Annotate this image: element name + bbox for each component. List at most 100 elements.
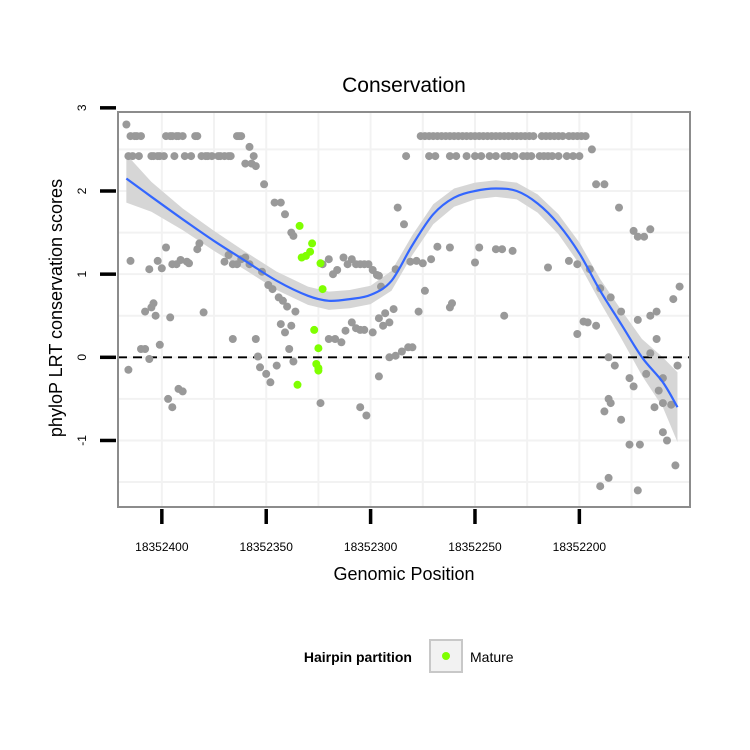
data-point <box>554 152 563 161</box>
data-point <box>431 152 440 161</box>
plot-panel <box>117 111 691 508</box>
data-point <box>646 225 655 234</box>
mature-data-point <box>318 285 327 294</box>
data-point <box>364 260 373 269</box>
plot-panel-border <box>117 111 691 508</box>
mature-data-point <box>306 247 315 256</box>
data-point <box>251 162 260 171</box>
y-tick-label: 3 <box>75 104 89 111</box>
data-point <box>368 328 377 337</box>
data-point <box>347 318 356 327</box>
data-point <box>640 232 649 241</box>
mature-data-point <box>314 366 323 375</box>
data-point <box>573 330 582 338</box>
data-point <box>151 311 160 320</box>
data-point <box>445 152 454 161</box>
data-point <box>606 293 615 302</box>
data-point <box>276 198 285 207</box>
data-point <box>400 220 408 229</box>
data-point <box>625 440 634 449</box>
data-point <box>324 255 333 264</box>
data-point <box>397 347 406 356</box>
legend-label-mature: Mature <box>470 649 514 665</box>
data-point <box>268 285 277 294</box>
data-point <box>195 239 204 248</box>
data-point <box>500 311 509 320</box>
data-point <box>122 120 131 129</box>
mature-data-point <box>308 239 317 248</box>
data-point <box>374 271 383 280</box>
x-tick-label: 18352400 <box>135 540 189 554</box>
data-point <box>276 320 285 329</box>
data-point <box>558 132 567 141</box>
data-point <box>433 242 442 251</box>
chart-title: Conservation <box>342 74 466 97</box>
data-point <box>262 369 271 378</box>
data-point <box>646 349 655 358</box>
grid-lines <box>118 112 690 507</box>
data-point <box>485 152 494 161</box>
data-point <box>324 335 333 343</box>
data-point <box>671 461 680 470</box>
data-point <box>491 152 500 161</box>
data-point <box>237 132 246 141</box>
data-point <box>126 256 135 265</box>
data-point <box>418 259 427 268</box>
mature-data-point <box>314 344 323 353</box>
data-point <box>339 253 348 262</box>
data-point <box>176 256 185 264</box>
data-point <box>381 309 390 318</box>
data-point <box>646 311 655 320</box>
data-point <box>391 351 400 360</box>
data-point <box>337 338 346 347</box>
data-point <box>266 378 275 387</box>
data-point <box>475 243 484 252</box>
data-point <box>548 152 557 161</box>
data-point <box>402 152 411 161</box>
data-point <box>289 357 298 366</box>
y-axis-title: phyloP LRT conservation scores <box>46 179 66 437</box>
data-point <box>228 335 237 343</box>
data-point <box>145 355 154 363</box>
data-point <box>667 400 676 409</box>
data-point <box>360 325 369 334</box>
data-point <box>471 258 479 267</box>
data-point <box>153 256 162 265</box>
data-point <box>281 328 289 337</box>
data-point <box>193 132 202 141</box>
data-point <box>128 152 137 161</box>
loess-curve <box>125 177 679 408</box>
data-point <box>592 180 601 189</box>
data-point <box>180 152 189 161</box>
data-point <box>629 382 638 391</box>
data-point <box>289 231 298 240</box>
y-tick-label: 1 <box>75 271 89 278</box>
data-point <box>663 436 671 445</box>
data-point <box>673 361 682 370</box>
mature-points <box>293 221 327 389</box>
data-point <box>256 363 264 372</box>
data-point <box>389 305 398 314</box>
data-point <box>420 286 429 295</box>
data-point <box>385 353 394 362</box>
data-point <box>220 257 229 266</box>
data-point <box>291 307 300 316</box>
data-point <box>224 251 233 259</box>
data-point <box>471 152 479 161</box>
data-point <box>642 369 651 378</box>
data-point <box>124 365 133 374</box>
mature-data-point <box>293 380 302 389</box>
data-point <box>168 403 177 412</box>
data-point <box>675 282 684 291</box>
data-point <box>529 132 538 141</box>
mature-data-point <box>316 259 325 268</box>
data-point <box>606 399 615 408</box>
data-point <box>278 296 287 305</box>
data-point <box>157 264 166 273</box>
data-point <box>187 152 196 161</box>
data-point <box>625 374 634 383</box>
data-point <box>285 345 294 353</box>
data-point <box>617 415 626 424</box>
data-point <box>527 152 536 161</box>
data-point <box>162 243 170 252</box>
